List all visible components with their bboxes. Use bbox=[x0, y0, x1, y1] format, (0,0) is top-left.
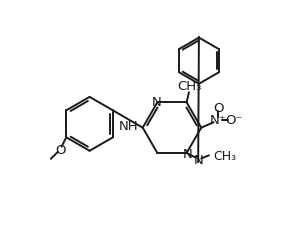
Text: O: O bbox=[213, 102, 223, 115]
Text: CH₃: CH₃ bbox=[213, 149, 237, 162]
Text: NH: NH bbox=[119, 120, 138, 133]
Text: N: N bbox=[193, 153, 203, 166]
Text: N: N bbox=[182, 148, 192, 161]
Text: O⁻: O⁻ bbox=[226, 114, 243, 127]
Text: O: O bbox=[55, 144, 65, 156]
Text: N⁺: N⁺ bbox=[210, 114, 227, 127]
Text: CH₃: CH₃ bbox=[178, 80, 202, 92]
Text: N: N bbox=[152, 96, 161, 109]
